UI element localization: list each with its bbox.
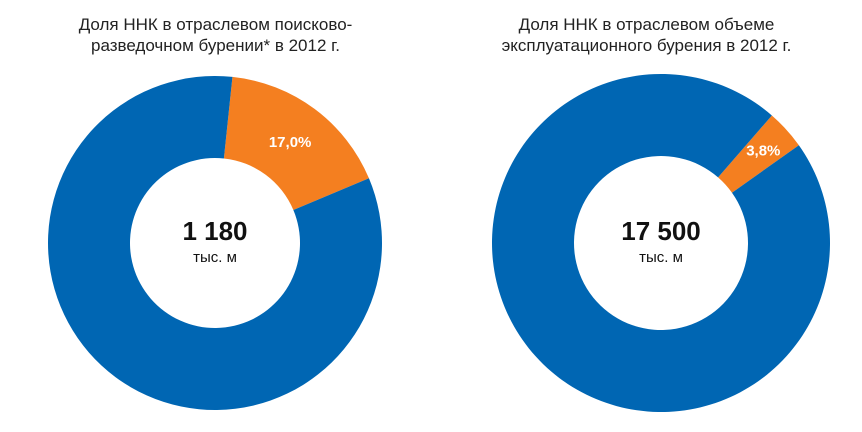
- slice-label: 3,8%: [746, 142, 780, 159]
- slice-orange: [223, 76, 369, 211]
- chart-title: Доля ННК в отраслевом объеме эксплуатаци…: [431, 14, 862, 56]
- chart-title-line-1: Доля ННК в отраслевом объеме: [518, 15, 775, 34]
- donut-chart-production-drilling: Доля ННК в отраслевом объеме эксплуатаци…: [431, 0, 862, 432]
- slice-blue: [492, 73, 830, 413]
- chart-title-line-2: эксплуатационного бурения в 2012 г.: [501, 36, 792, 55]
- chart-title: Доля ННК в отраслевом поисково- разведоч…: [0, 14, 431, 56]
- center-total-value: 1 180: [182, 216, 247, 246]
- donut-svg: 17,0% 1 180 тыс. м: [48, 76, 382, 410]
- slice-orange: [718, 115, 799, 193]
- donut-chart-exploration-drilling: Доля ННК в отраслевом поисково- разведоч…: [0, 14, 431, 410]
- center-total-value: 17 500: [621, 216, 701, 246]
- center-total-unit: тыс. м: [193, 249, 237, 266]
- slice-label: 17,0%: [269, 134, 312, 151]
- chart-title-line-1: Доля ННК в отраслевом поисково-: [78, 15, 353, 34]
- chart-title-line-2: разведочном бурении* в 2012 г.: [91, 36, 340, 55]
- slice-blue: [48, 76, 382, 410]
- donut-svg: 3,8% 17 500 тыс. м: [492, 73, 830, 413]
- center-total-unit: тыс. м: [639, 249, 683, 266]
